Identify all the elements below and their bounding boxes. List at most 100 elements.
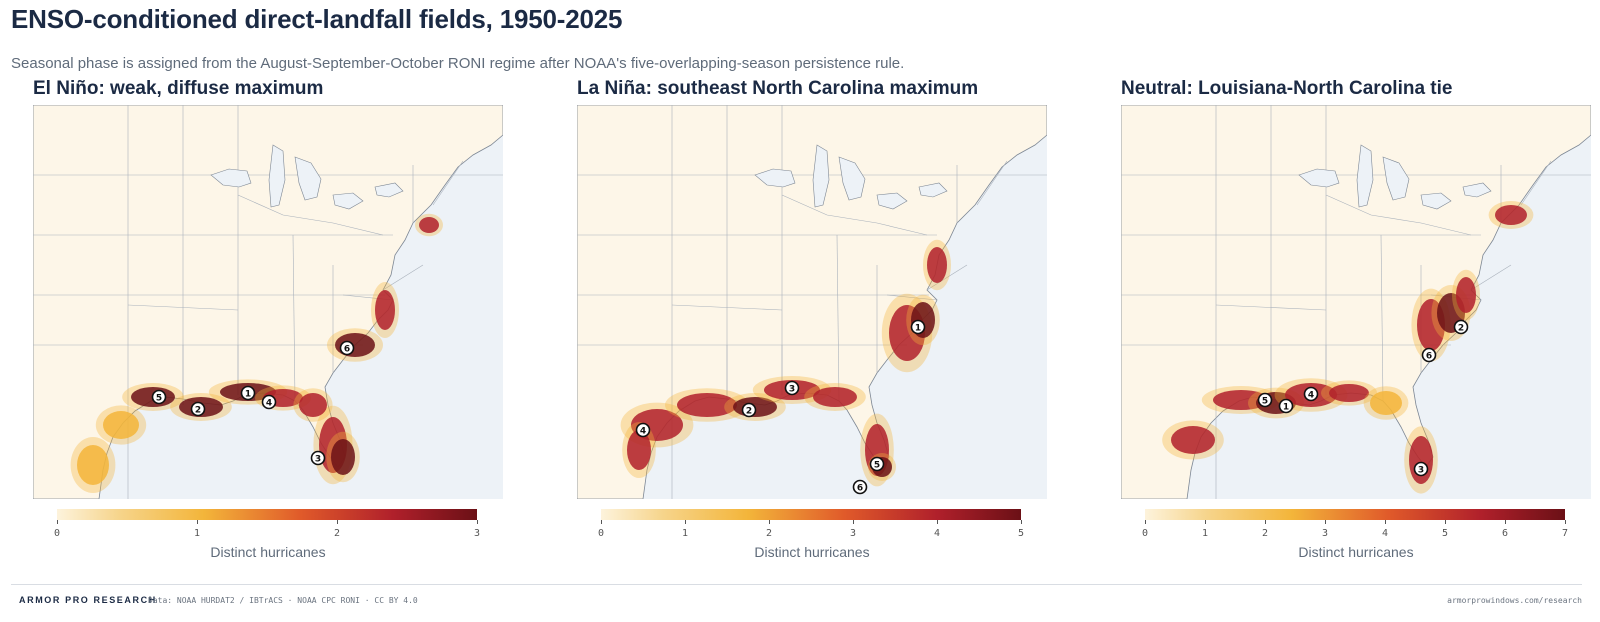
tick-label: 4 <box>1381 528 1389 539</box>
rank-marker[interactable]: 3 <box>1413 461 1429 477</box>
rank-marker[interactable]: 6 <box>852 479 868 495</box>
tick-label: 0 <box>597 528 605 539</box>
tick-label: 7 <box>1561 528 1569 539</box>
tick-mark <box>477 520 478 524</box>
colorbar: 0 1 2 3 4 5 6 7 Distinct hurricanes <box>1121 509 1591 569</box>
colorbar: 0 1 2 3 4 5 Distinct hurricanes <box>577 509 1047 569</box>
tick-label: 1 <box>1201 528 1209 539</box>
rank-marker-label: 2 <box>195 406 201 416</box>
tick-label: 3 <box>1321 528 1329 539</box>
tick-mark <box>853 520 854 524</box>
density-cell <box>77 445 109 485</box>
tick-label: 3 <box>849 528 857 539</box>
rank-marker-label: 6 <box>857 484 863 494</box>
density-cell <box>1456 277 1476 313</box>
tick-mark <box>937 520 938 524</box>
colorbar-label: Distinct hurricanes <box>1298 544 1414 560</box>
rank-marker[interactable]: 4 <box>635 422 651 438</box>
colorbar: 0 1 2 3 Distinct hurricanes <box>33 509 503 569</box>
density-cell <box>677 393 737 417</box>
map-panel-neutral: Neutral: Louisiana-North Carolina tie 1 2… <box>1121 78 1591 568</box>
rank-marker[interactable]: 6 <box>339 340 355 356</box>
rank-marker[interactable]: 1 <box>910 319 926 335</box>
lake <box>1382 156 1410 201</box>
rank-marker[interactable]: 4 <box>261 394 277 410</box>
tick-label: 6 <box>1501 528 1509 539</box>
lake <box>1420 192 1452 210</box>
panel-title: La Niña: southeast North Carolina maximu… <box>577 78 979 99</box>
density-cell <box>375 290 395 330</box>
landfall-map: 1 2 3 4 5 6 <box>1121 105 1591 499</box>
lake <box>918 182 948 198</box>
rank-marker-label: 4 <box>640 427 646 437</box>
tick-label: 0 <box>1141 528 1149 539</box>
rank-marker-label: 4 <box>1308 391 1314 401</box>
colorbar-ticks: 0 1 2 3 <box>54 520 480 539</box>
footer-url[interactable]: armorprowindows.com/research <box>1447 596 1582 605</box>
landfall-map: 1 2 3 4 5 6 <box>577 105 1047 499</box>
lake <box>812 144 830 208</box>
rank-marker[interactable]: 5 <box>869 456 885 472</box>
rank-marker-label: 5 <box>156 394 162 404</box>
page-title: ENSO-conditioned direct-landfall fields,… <box>11 4 623 34</box>
density-cell <box>927 247 947 283</box>
tick-mark <box>769 520 770 524</box>
rank-marker-label: 6 <box>344 345 350 355</box>
lake <box>268 144 286 208</box>
density-cell <box>1171 426 1215 454</box>
density-cell <box>813 387 857 407</box>
rank-marker[interactable]: 3 <box>310 450 326 466</box>
rank-marker[interactable]: 2 <box>1453 319 1469 335</box>
tick-mark <box>1505 520 1506 524</box>
lake <box>876 192 908 210</box>
tick-label: 4 <box>933 528 941 539</box>
map-panel-la-nina: La Niña: southeast North Carolina maximu… <box>577 78 1047 568</box>
map-panel-el-nino: El Niño: weak, diffuse maximum 1 2 3 4 5 6 0 1… <box>33 78 503 568</box>
lake <box>332 192 364 210</box>
rank-marker[interactable]: 5 <box>1257 392 1273 408</box>
tick-mark <box>1265 520 1266 524</box>
tick-mark <box>1325 520 1326 524</box>
page-subtitle: Seasonal phase is assigned from the Augu… <box>11 55 905 72</box>
rank-marker[interactable]: 1 <box>240 385 256 401</box>
colorbar-ticks: 0 1 2 3 4 5 6 7 <box>1141 520 1569 539</box>
rank-marker-label: 5 <box>1262 397 1268 407</box>
lake <box>1356 144 1374 208</box>
footer-brand: ARMOR PRO RESEARCH <box>19 595 157 605</box>
rank-marker[interactable]: 4 <box>1303 386 1319 402</box>
tick-mark <box>1145 520 1146 524</box>
tick-mark <box>1565 520 1566 524</box>
landfall-map: 1 2 3 4 5 6 <box>33 105 503 499</box>
rank-marker[interactable]: 1 <box>1278 398 1294 414</box>
footer-source: Data: NOAA HURDAT2 / IBTrACS · NOAA CPC … <box>148 596 418 605</box>
rank-marker-label: 2 <box>1458 324 1464 334</box>
tick-label: 5 <box>1441 528 1449 539</box>
colorbar-label: Distinct hurricanes <box>210 544 326 560</box>
colorbar-label: Distinct hurricanes <box>754 544 870 560</box>
tick-label: 2 <box>765 528 773 539</box>
rank-marker-label: 4 <box>266 399 272 409</box>
rank-marker[interactable]: 2 <box>741 402 757 418</box>
landfall-density <box>1162 201 1534 494</box>
tick-label: 1 <box>681 528 689 539</box>
tick-mark <box>1445 520 1446 524</box>
lake <box>210 168 252 188</box>
density-cell <box>1370 391 1402 415</box>
state-borders <box>1121 105 1591 499</box>
rank-marker-label: 3 <box>789 385 795 395</box>
colorbar-gradient <box>57 509 477 520</box>
tick-mark <box>197 520 198 524</box>
rank-marker-label: 1 <box>915 324 921 334</box>
tick-mark <box>57 520 58 524</box>
rank-marker[interactable]: 2 <box>190 401 206 417</box>
rank-marker[interactable]: 3 <box>784 380 800 396</box>
rank-marker[interactable]: 5 <box>151 389 167 405</box>
tick-mark <box>337 520 338 524</box>
tick-mark <box>1021 520 1022 524</box>
lake <box>294 156 322 201</box>
rank-marker-label: 1 <box>245 390 251 400</box>
rank-marker[interactable]: 6 <box>1421 347 1437 363</box>
density-cell <box>331 439 355 475</box>
tick-label: 1 <box>193 528 201 539</box>
density-cell <box>299 393 327 417</box>
